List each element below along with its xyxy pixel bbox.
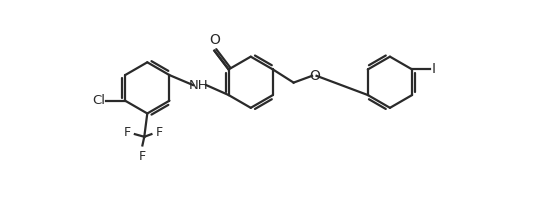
Text: O: O (309, 69, 320, 83)
Text: F: F (156, 126, 163, 139)
Text: NH: NH (189, 78, 209, 92)
Text: O: O (209, 33, 220, 47)
Text: I: I (432, 62, 436, 77)
Text: Cl: Cl (92, 94, 105, 107)
Text: F: F (124, 126, 130, 139)
Text: F: F (139, 150, 146, 163)
